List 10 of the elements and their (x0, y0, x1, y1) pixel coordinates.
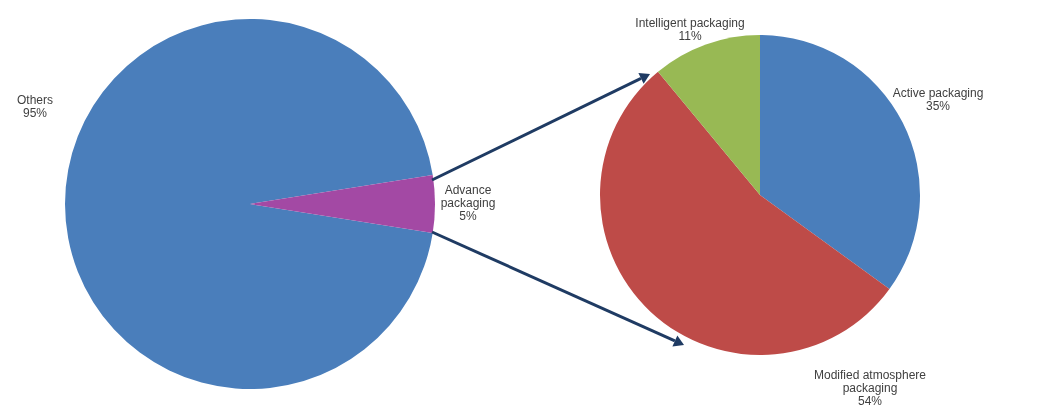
slice-label: Others (16, 93, 54, 108)
slice-label: Active packaging (892, 86, 984, 101)
slice-label: Intelligent packaging (635, 16, 745, 31)
data-label: 11% (678, 29, 702, 44)
data-label: 54% (857, 394, 883, 408)
slice-label: Modified atmosphere packaging (813, 368, 927, 396)
data-label: 95% (22, 106, 48, 121)
data-label: 35% (925, 99, 951, 114)
data-label: 5% (459, 209, 477, 224)
slice-label: Advance packaging (440, 183, 496, 211)
